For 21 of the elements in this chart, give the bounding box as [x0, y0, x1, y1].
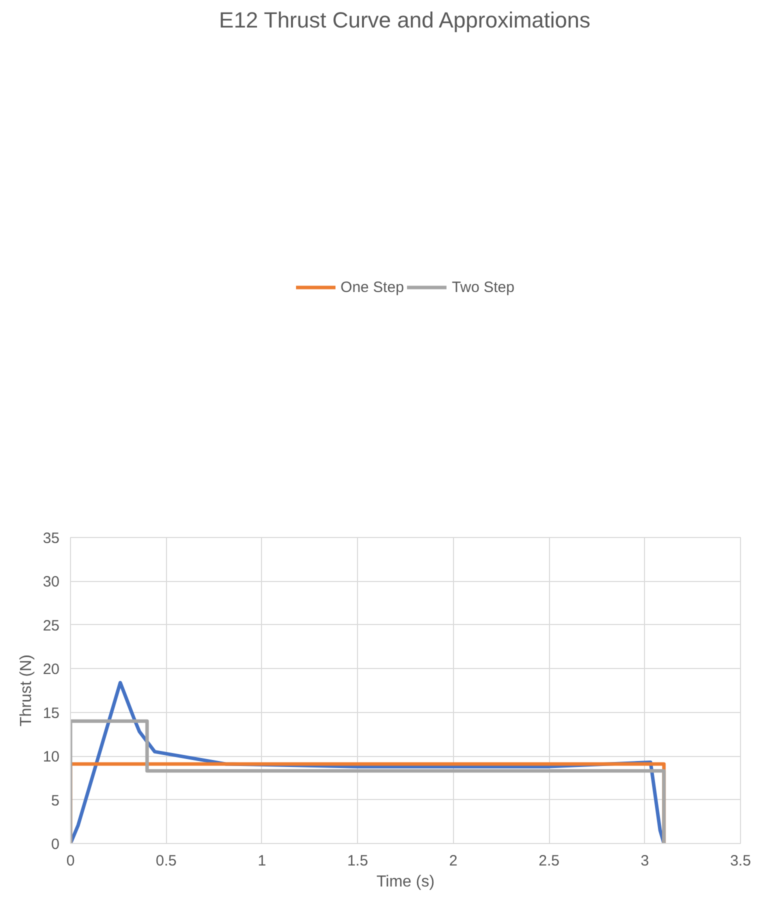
legend-label: Two Step: [452, 278, 514, 296]
y-tick-label: 15: [42, 704, 60, 722]
x-tick-label: 3: [640, 852, 649, 870]
x-axis-title: Time (s): [376, 874, 435, 890]
y-tick-label: 5: [51, 792, 60, 810]
x-tick-label: 2: [449, 852, 458, 870]
x-tick-label: 0.5: [156, 852, 177, 870]
legend-label: One Step: [340, 278, 404, 296]
y-tick-label: 35: [42, 530, 60, 547]
y-axis-title: Thrust (N): [18, 654, 35, 726]
x-tick-label: 2.5: [538, 852, 560, 870]
x-tick-label: 3.5: [730, 852, 751, 870]
y-tick-label: 20: [42, 661, 60, 678]
x-tick-label: 1.5: [347, 852, 368, 870]
x-tick-label: 1: [258, 852, 266, 870]
chart-title: E12 Thrust Curve and Approximations: [219, 8, 590, 32]
y-tick-label: 30: [42, 574, 60, 591]
y-tick-label: 10: [42, 748, 60, 766]
y-tick-label: 0: [51, 836, 60, 853]
y-tick-label: 25: [42, 617, 60, 634]
x-tick-label: 0: [66, 852, 75, 870]
